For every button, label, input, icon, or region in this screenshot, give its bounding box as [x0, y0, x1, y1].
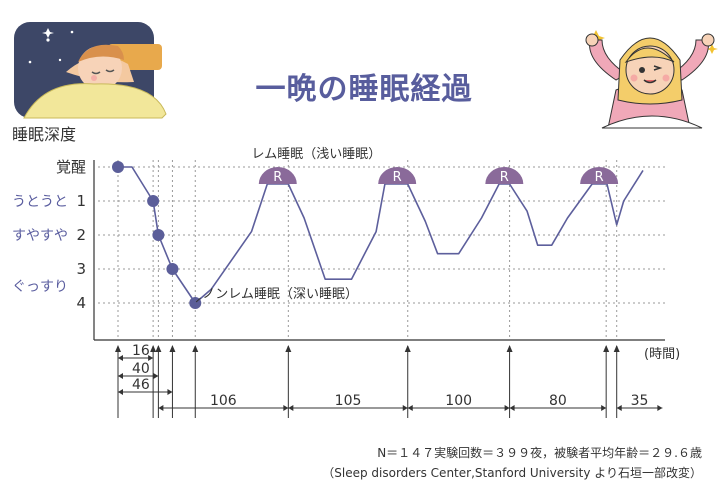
- footnote-source: （Sleep disorders Center,Stanford Univers…: [322, 466, 702, 480]
- interval-arrowhead: [616, 405, 622, 411]
- nrem-leader: [195, 297, 201, 303]
- side-label: すやすや: [12, 228, 68, 244]
- rem-label: R: [500, 170, 509, 185]
- interval-arrowhead: [118, 355, 123, 361]
- interval-label: 40: [132, 361, 150, 377]
- tick-arrowhead: [155, 345, 162, 352]
- y-tick-label: 1: [76, 192, 86, 210]
- interval-label: 16: [132, 343, 150, 359]
- rem-label: R: [273, 170, 282, 185]
- interval-label: 35: [631, 393, 649, 409]
- rem-period-marker: [258, 167, 297, 184]
- interval-arrowhead: [657, 405, 663, 411]
- y-tick-label: 4: [76, 294, 86, 312]
- tick-arrowhead: [115, 345, 121, 352]
- y-axis-title: 睡眠深度: [12, 125, 76, 144]
- interval-arrowhead: [407, 405, 413, 411]
- footnote-sample: N＝１４７実験回数＝３９９夜，被験者平均年齢＝２９.６歳: [377, 446, 702, 460]
- rem-annotation: レム睡眠（浅い睡眠）: [251, 147, 381, 162]
- interval-label: 80: [549, 393, 567, 409]
- rem-period-marker: [580, 167, 619, 184]
- interval-arrowhead: [288, 405, 294, 411]
- y-tick-label: 3: [76, 260, 86, 278]
- y-tick-label: 2: [76, 226, 86, 244]
- interval-arrowhead: [158, 405, 164, 411]
- rem-label: R: [595, 170, 604, 185]
- stage-dot: [166, 263, 179, 275]
- interval-arrowhead: [148, 355, 154, 361]
- rem-period-marker: [485, 167, 524, 184]
- x-unit-label: (時間): [644, 347, 680, 362]
- stage-dot: [112, 161, 124, 173]
- page-title: 一晩の睡眠経過: [255, 72, 473, 107]
- interval-arrowhead: [118, 389, 123, 395]
- waking-girl-illustration: [585, 30, 718, 129]
- interval-arrowhead: [118, 373, 123, 379]
- tick-arrowhead: [613, 345, 620, 352]
- interval-arrowhead: [504, 405, 510, 411]
- y-tick-label: 覚醒: [56, 158, 86, 176]
- interval-label: 100: [445, 393, 472, 409]
- stage-dot: [147, 195, 160, 207]
- interval-label: 46: [132, 377, 150, 393]
- tick-arrowhead: [603, 345, 610, 352]
- interval-arrowhead: [283, 405, 289, 411]
- interval-label: 106: [210, 393, 237, 409]
- interval-arrowhead: [509, 405, 515, 411]
- interval-arrowhead: [153, 373, 159, 379]
- interval-label: 105: [335, 393, 362, 409]
- interval-arrowhead: [402, 405, 408, 411]
- tick-arrowhead: [150, 345, 157, 352]
- tick-arrowhead: [404, 345, 411, 352]
- interval-arrowhead: [601, 405, 607, 411]
- side-label: うとうと: [12, 194, 68, 210]
- rem-label: R: [393, 170, 402, 185]
- tick-arrowhead: [192, 345, 199, 352]
- side-label: ぐっすり: [12, 279, 68, 295]
- nrem-annotation: ノンレム睡眠（深い睡眠）: [202, 287, 358, 302]
- stage-dot: [152, 229, 165, 241]
- tick-arrowhead: [285, 345, 292, 352]
- tick-arrowhead: [169, 345, 176, 352]
- tick-arrowhead: [506, 345, 513, 352]
- rem-period-marker: [378, 167, 417, 184]
- sleeping-girl-illustration: [14, 22, 167, 119]
- interval-arrowhead: [167, 389, 173, 395]
